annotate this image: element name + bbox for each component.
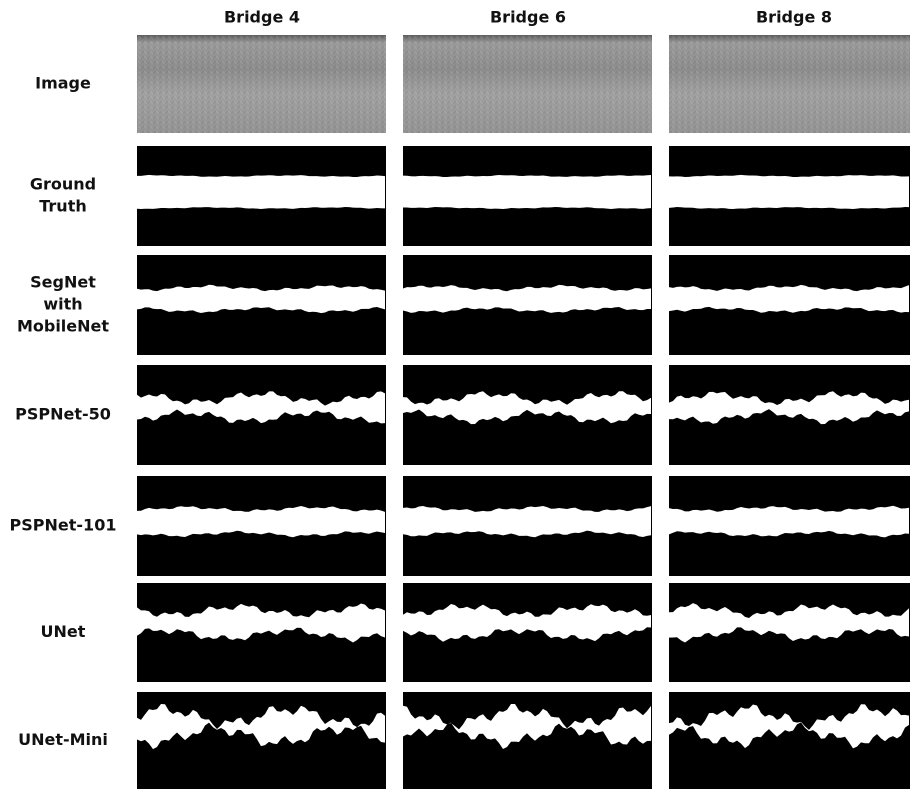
panel-texture xyxy=(137,35,386,133)
column-header: Bridge 4 xyxy=(224,8,300,27)
panel-texture xyxy=(669,35,910,133)
panel xyxy=(403,583,652,682)
panel-texture xyxy=(403,35,652,133)
panel xyxy=(669,365,910,465)
mask-band xyxy=(669,175,909,209)
mask-band xyxy=(403,506,651,537)
panel xyxy=(669,255,910,355)
panel xyxy=(669,583,910,682)
panel xyxy=(137,365,386,465)
mask-background xyxy=(669,692,910,789)
mask-band xyxy=(403,175,651,209)
row-label: Ground xyxy=(30,175,96,194)
row-label: PSPNet-101 xyxy=(10,516,117,535)
panel xyxy=(669,692,910,789)
row-label: Image xyxy=(35,74,91,93)
panel xyxy=(137,692,386,789)
panel xyxy=(403,146,652,246)
panel xyxy=(403,476,652,576)
panel xyxy=(669,476,910,576)
panel xyxy=(137,583,386,682)
panel xyxy=(137,255,386,355)
panel xyxy=(137,35,386,133)
row-label: MobileNet xyxy=(17,317,109,336)
panel xyxy=(137,476,386,576)
panel xyxy=(403,255,652,355)
row-label: PSPNet-50 xyxy=(15,405,111,424)
row-label: Truth xyxy=(39,197,86,216)
row-label: UNet xyxy=(41,622,86,641)
page: {"figure": { "columns": ["Bridge 4", "Br… xyxy=(0,0,910,789)
figure: Bridge 4 Bridge 6 Bridge 8 Image Ground Truth… xyxy=(0,0,910,789)
column-header: Bridge 8 xyxy=(756,8,832,27)
row-label: SegNet xyxy=(30,273,96,292)
row-label: UNet-Mini xyxy=(18,730,108,749)
panel xyxy=(137,146,386,246)
mask-band xyxy=(137,175,385,209)
panel xyxy=(669,146,910,246)
panel xyxy=(403,35,652,133)
panel xyxy=(403,692,652,789)
row-label: with xyxy=(43,295,82,314)
panel xyxy=(669,35,910,133)
panel xyxy=(403,365,652,465)
column-header: Bridge 6 xyxy=(490,8,566,27)
